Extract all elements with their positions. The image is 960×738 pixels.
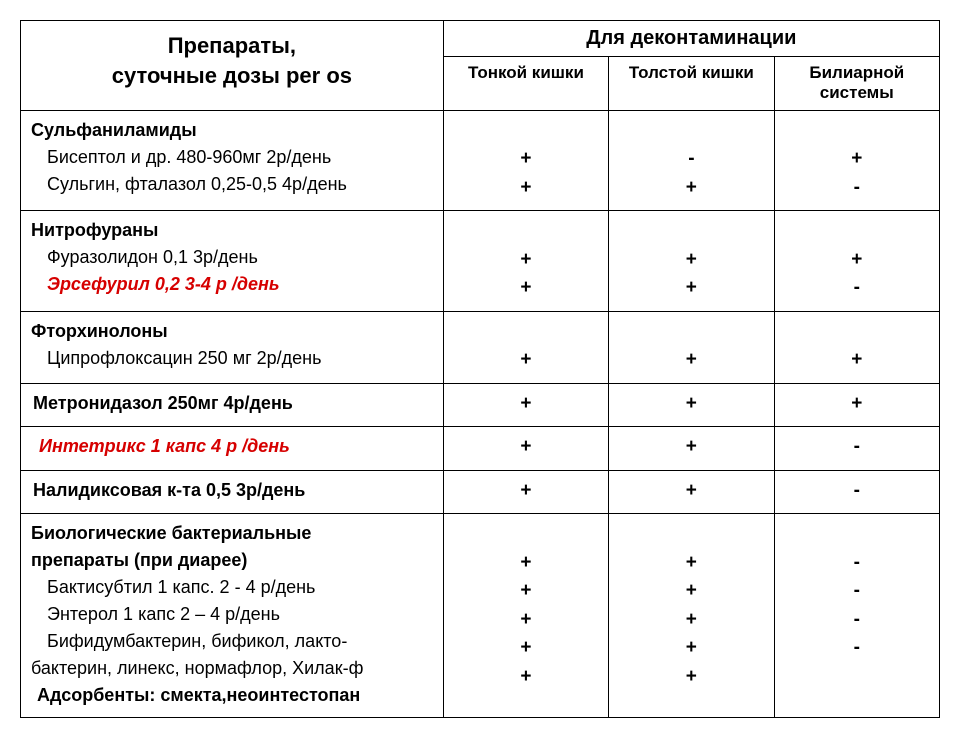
mark: + — [448, 477, 604, 506]
mark-cell: + — [443, 470, 608, 514]
mark: + — [448, 663, 604, 692]
mark-cell: + — [609, 427, 774, 471]
mark: + — [613, 246, 769, 275]
drug-line: Ципрофлоксацин 250 мг 2р/день — [31, 345, 433, 372]
mark-cell: x++ — [609, 211, 774, 312]
group-title: Нитрофураны — [31, 217, 433, 244]
mark: + — [779, 390, 935, 419]
drug-line: Бактисубтил 1 капс. 2 - 4 р/день — [31, 574, 433, 601]
mark: + — [613, 634, 769, 663]
col-biliary: Билиарной системы — [774, 57, 939, 111]
group-cell: Интетрикс 1 капс 4 р /день — [21, 427, 444, 471]
mark: + — [613, 390, 769, 419]
group-title: Фторхинолоны — [31, 318, 433, 345]
group-cell: Налидиксовая к-та 0,5 3р/день — [21, 470, 444, 514]
drug-line: Энтерол 1 капс 2 – 4 р/день — [31, 601, 433, 628]
drug-line: Эрсефурил 0,2 3-4 р /день — [31, 271, 433, 298]
mark: + — [448, 174, 604, 203]
mark: + — [779, 246, 935, 275]
group-cell: СульфаниламидыБисептол и др. 480-960мг 2… — [21, 110, 444, 211]
mark: + — [448, 634, 604, 663]
drug-line: Сульгин, фталазол 0,25-0,5 4р/день — [31, 171, 433, 198]
mark: - — [779, 634, 935, 663]
drug-line: Интетрикс 1 капс 4 р /день — [31, 433, 433, 460]
group-cell: ФторхинолоныЦипрофлоксацин 250 мг 2р/ден… — [21, 311, 444, 383]
drug-line: Адсорбенты: смекта,неоинтестопан — [31, 682, 433, 709]
mark: - — [779, 433, 935, 462]
mark: + — [613, 663, 769, 692]
mark: + — [448, 246, 604, 275]
mark: - — [779, 174, 935, 203]
drug-line: Бисептол и др. 480-960мг 2р/день — [31, 144, 433, 171]
drug-line: Метронидазол 250мг 4р/день — [31, 390, 433, 417]
mark-cell: x+ — [443, 311, 608, 383]
group-title: Сульфаниламиды — [31, 117, 433, 144]
mark: - — [779, 477, 935, 506]
mark: - — [613, 145, 769, 174]
mark-cell: x+++++ — [609, 514, 774, 718]
group-cell: Метронидазол 250мг 4р/день — [21, 383, 444, 427]
col-thick: Толстой кишки — [609, 57, 774, 111]
mark: + — [613, 477, 769, 506]
header-left-l1: Препараты, — [168, 33, 296, 58]
drug-line: Фуразолидон 0,1 3р/день — [31, 244, 433, 271]
group-title: препараты (при диарее) — [31, 547, 433, 574]
drug-table: Препараты, суточные дозы per os Для деко… — [20, 20, 940, 718]
drug-line: бактерин, линекс, нормафлор, Хилак-ф — [31, 655, 433, 682]
mark: + — [613, 174, 769, 203]
mark-cell: x----x — [774, 514, 939, 718]
mark-cell: + — [443, 427, 608, 471]
mark-cell: x+ — [609, 311, 774, 383]
mark: + — [448, 606, 604, 635]
header-left: Препараты, суточные дозы per os — [21, 21, 444, 111]
mark-cell: x-+ — [609, 110, 774, 211]
mark-cell: + — [774, 383, 939, 427]
mark: + — [613, 577, 769, 606]
mark-cell: + — [443, 383, 608, 427]
mark: + — [448, 577, 604, 606]
mark: + — [779, 145, 935, 174]
mark: + — [613, 606, 769, 635]
header-decont: Для деконтаминации — [443, 21, 939, 57]
drug-line: Бифидумбактерин, бификол, лакто- — [31, 628, 433, 655]
mark-cell: + — [609, 470, 774, 514]
mark: - — [779, 274, 935, 303]
mark: + — [613, 433, 769, 462]
mark-cell: x+- — [774, 110, 939, 211]
mark: + — [613, 346, 769, 375]
mark: + — [448, 390, 604, 419]
mark-cell: x++ — [443, 110, 608, 211]
mark: + — [448, 346, 604, 375]
mark: + — [448, 145, 604, 174]
mark-cell: - — [774, 470, 939, 514]
group-cell: НитрофураныФуразолидон 0,1 3р/деньЭрсефу… — [21, 211, 444, 312]
mark-cell: x++ — [443, 211, 608, 312]
mark-cell: x+ — [774, 311, 939, 383]
group-title: Биологические бактериальные — [31, 520, 433, 547]
mark: + — [448, 549, 604, 578]
mark: + — [779, 346, 935, 375]
mark-cell: - — [774, 427, 939, 471]
mark: + — [448, 433, 604, 462]
mark: - — [779, 549, 935, 578]
mark: + — [448, 274, 604, 303]
col-thin: Тонкой кишки — [443, 57, 608, 111]
mark: - — [779, 577, 935, 606]
drug-line: Налидиксовая к-та 0,5 3р/день — [31, 477, 433, 504]
group-cell: Биологические бактериальныепрепараты (пр… — [21, 514, 444, 718]
mark-cell: + — [609, 383, 774, 427]
mark: + — [613, 549, 769, 578]
header-left-l2: суточные дозы per os — [112, 63, 352, 88]
mark: + — [613, 274, 769, 303]
mark-cell: x+- — [774, 211, 939, 312]
mark: - — [779, 606, 935, 635]
mark-cell: x+++++ — [443, 514, 608, 718]
